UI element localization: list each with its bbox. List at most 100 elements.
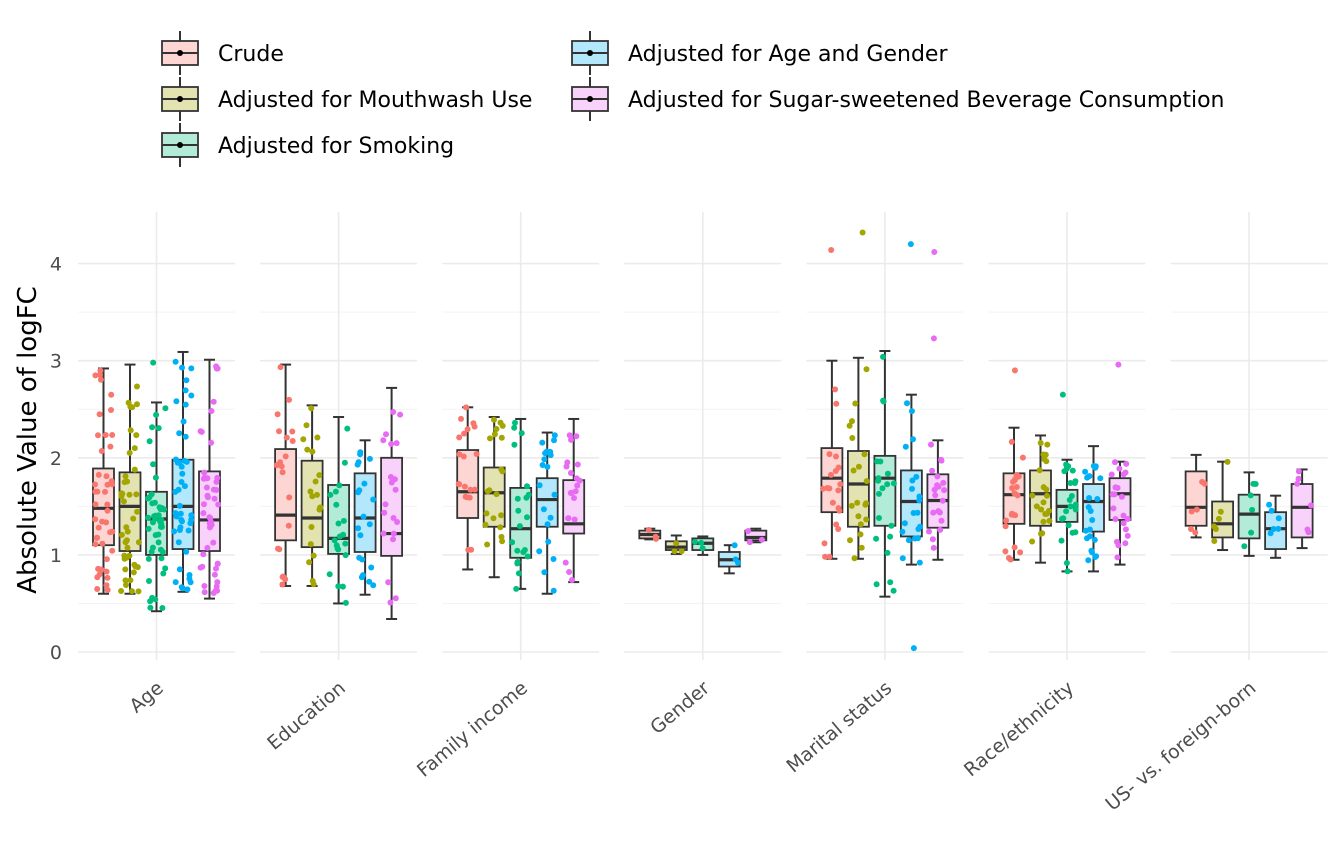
data-point bbox=[758, 536, 765, 543]
data-point bbox=[340, 531, 347, 538]
data-point bbox=[829, 499, 836, 506]
box-body bbox=[900, 469, 923, 538]
data-point bbox=[851, 555, 858, 562]
data-point bbox=[835, 464, 842, 471]
data-point bbox=[1072, 529, 1079, 536]
data-point bbox=[673, 540, 680, 547]
data-point bbox=[566, 569, 573, 575]
data-point bbox=[929, 536, 936, 543]
data-point bbox=[512, 419, 518, 426]
data-point bbox=[491, 431, 498, 438]
box-education-crude bbox=[274, 363, 298, 587]
data-point bbox=[275, 545, 281, 552]
data-point bbox=[286, 396, 292, 403]
data-point bbox=[1110, 505, 1117, 512]
data-point bbox=[536, 548, 543, 555]
x-tick-label-age: Age bbox=[125, 677, 167, 717]
data-point bbox=[160, 570, 167, 577]
data-point bbox=[1017, 549, 1024, 556]
data-point bbox=[1085, 557, 1092, 564]
data-point bbox=[178, 584, 185, 591]
data-point bbox=[147, 604, 154, 611]
data-point bbox=[1108, 471, 1115, 478]
data-point bbox=[361, 480, 368, 487]
data-point bbox=[183, 548, 190, 555]
data-point bbox=[828, 471, 834, 478]
data-point bbox=[884, 470, 891, 477]
data-point bbox=[525, 491, 532, 498]
data-point bbox=[172, 510, 179, 517]
data-point bbox=[565, 515, 572, 522]
data-point bbox=[392, 595, 399, 602]
data-point bbox=[1120, 512, 1127, 519]
data-point bbox=[1224, 458, 1231, 465]
legend: Crude Adjusted for Mouthwash Use Adjusted … bbox=[161, 31, 1224, 167]
data-point bbox=[289, 428, 296, 435]
data-point bbox=[131, 445, 138, 452]
data-point bbox=[312, 478, 319, 485]
data-point bbox=[937, 526, 944, 533]
data-point bbox=[289, 438, 296, 444]
data-point bbox=[356, 554, 363, 561]
data-point bbox=[104, 587, 111, 593]
data-point bbox=[1270, 526, 1277, 532]
data-point bbox=[336, 482, 343, 489]
box-body bbox=[380, 456, 404, 557]
data-point bbox=[97, 376, 104, 383]
data-point bbox=[388, 441, 395, 447]
data-point bbox=[103, 582, 110, 589]
data-point bbox=[210, 590, 217, 596]
data-point bbox=[1212, 526, 1219, 532]
x-tick-label-race-ethnicity: Race/ethnicity bbox=[960, 677, 1078, 781]
data-point bbox=[1040, 484, 1047, 491]
data-point bbox=[890, 587, 897, 594]
data-point bbox=[314, 434, 321, 441]
data-point bbox=[671, 548, 678, 555]
data-point bbox=[888, 522, 895, 529]
box-body bbox=[562, 479, 586, 535]
data-point bbox=[127, 427, 134, 434]
data-point bbox=[211, 495, 218, 502]
data-point bbox=[118, 493, 125, 500]
data-point bbox=[536, 482, 543, 489]
data-point bbox=[176, 527, 183, 533]
data-point bbox=[487, 435, 493, 442]
data-point bbox=[310, 552, 317, 559]
data-point bbox=[1019, 454, 1026, 461]
data-point bbox=[368, 564, 375, 571]
data-point bbox=[850, 467, 857, 474]
data-point bbox=[390, 530, 397, 537]
outlier-point bbox=[1115, 361, 1122, 368]
data-point bbox=[200, 551, 207, 558]
jitter-points bbox=[92, 229, 1314, 652]
data-point bbox=[176, 430, 183, 437]
legend-item-adjusted-for-age-and-gender: Adjusted for Age and Gender bbox=[571, 31, 948, 75]
data-point bbox=[547, 452, 554, 459]
data-point bbox=[149, 424, 156, 431]
data-point bbox=[836, 507, 843, 514]
outlier-point bbox=[910, 645, 917, 652]
data-point bbox=[824, 485, 831, 491]
data-point bbox=[567, 470, 574, 476]
data-point bbox=[211, 571, 218, 578]
data-point bbox=[464, 426, 471, 433]
data-point bbox=[498, 512, 505, 519]
data-point bbox=[491, 416, 497, 423]
box-body bbox=[1211, 500, 1234, 539]
data-point bbox=[1114, 554, 1121, 561]
data-point bbox=[482, 521, 489, 528]
data-point bbox=[1116, 465, 1123, 472]
data-point bbox=[102, 488, 108, 495]
data-point bbox=[1039, 530, 1046, 537]
data-point bbox=[1009, 485, 1016, 491]
data-point bbox=[1268, 507, 1275, 514]
data-point bbox=[563, 463, 570, 470]
data-point bbox=[467, 486, 474, 493]
data-point bbox=[857, 521, 864, 528]
data-point bbox=[215, 501, 222, 508]
data-point bbox=[543, 448, 550, 455]
data-point bbox=[172, 488, 179, 495]
data-point bbox=[152, 474, 159, 481]
data-point bbox=[568, 436, 574, 443]
data-point bbox=[316, 472, 323, 479]
